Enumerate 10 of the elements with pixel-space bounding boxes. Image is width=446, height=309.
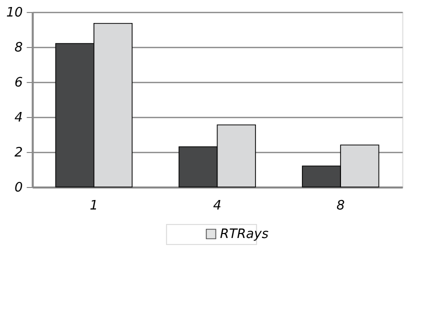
- legend-label: RTRays: [220, 227, 269, 242]
- y-tick-label: 2: [14, 146, 23, 160]
- y-tick-label: 6: [14, 76, 23, 90]
- y-tick-label: 0: [14, 180, 23, 196]
- x-tick-label: 4: [213, 198, 222, 214]
- x-tick-label: 1: [90, 198, 98, 214]
- y-tick-label: 10: [6, 6, 23, 20]
- y-tick-label: 8: [14, 40, 23, 56]
- x-tick-label: 8: [336, 198, 345, 214]
- y-tick-label: 4: [14, 110, 23, 126]
